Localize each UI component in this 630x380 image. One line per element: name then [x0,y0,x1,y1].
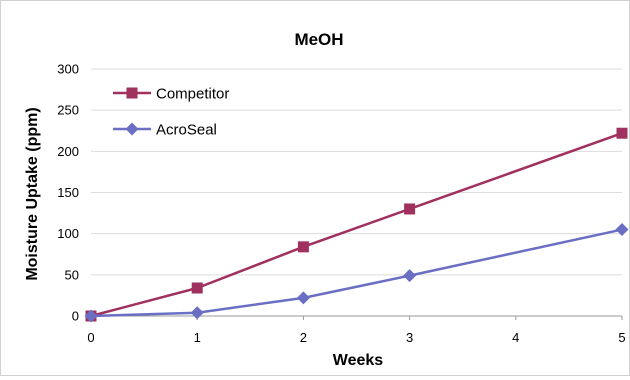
x-tick-label: 2 [300,330,307,345]
legend-marker [125,122,139,136]
y-tick-label: 150 [57,185,79,200]
x-tick-label: 5 [618,330,625,345]
y-tick-label: 300 [57,62,79,77]
data-point-competitor [404,203,416,215]
x-tick-label: 1 [194,330,201,345]
legend-label: AcroSeal [156,122,217,139]
y-tick-label: 250 [57,103,79,118]
data-point-competitor [616,127,628,139]
legend-marker [126,87,138,99]
x-tick-label: 3 [406,330,413,345]
x-tick-label: 4 [512,330,519,345]
legend-label: Competitor [156,86,229,103]
x-tick-label: 0 [87,330,94,345]
data-point-competitor [297,241,309,253]
y-tick-label: 0 [72,309,79,324]
x-axis-label: Weeks [333,352,384,369]
series-line-competitor [90,132,623,318]
chart-title: MeOH [294,30,343,49]
y-tick-label: 50 [65,267,79,282]
series-line-acroseal [90,228,623,318]
data-point-acroseal [403,269,417,283]
y-tick-label: 100 [57,226,79,241]
data-point-acroseal [84,309,98,323]
y-tick-label: 200 [57,144,79,159]
data-point-acroseal [615,223,629,237]
data-point-acroseal [190,306,204,320]
data-point-acroseal [296,291,310,305]
y-axis-label: Moisture Uptake (ppm) [24,107,41,280]
data-point-competitor [191,282,203,294]
